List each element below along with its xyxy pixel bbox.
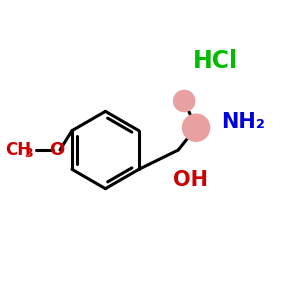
Circle shape xyxy=(173,90,196,112)
Text: O: O xyxy=(49,141,64,159)
Circle shape xyxy=(182,113,210,142)
Text: 3: 3 xyxy=(24,147,32,161)
Text: HCl: HCl xyxy=(193,49,238,73)
Text: CH: CH xyxy=(5,141,31,159)
Text: OH: OH xyxy=(172,170,208,190)
Text: NH₂: NH₂ xyxy=(221,112,265,132)
